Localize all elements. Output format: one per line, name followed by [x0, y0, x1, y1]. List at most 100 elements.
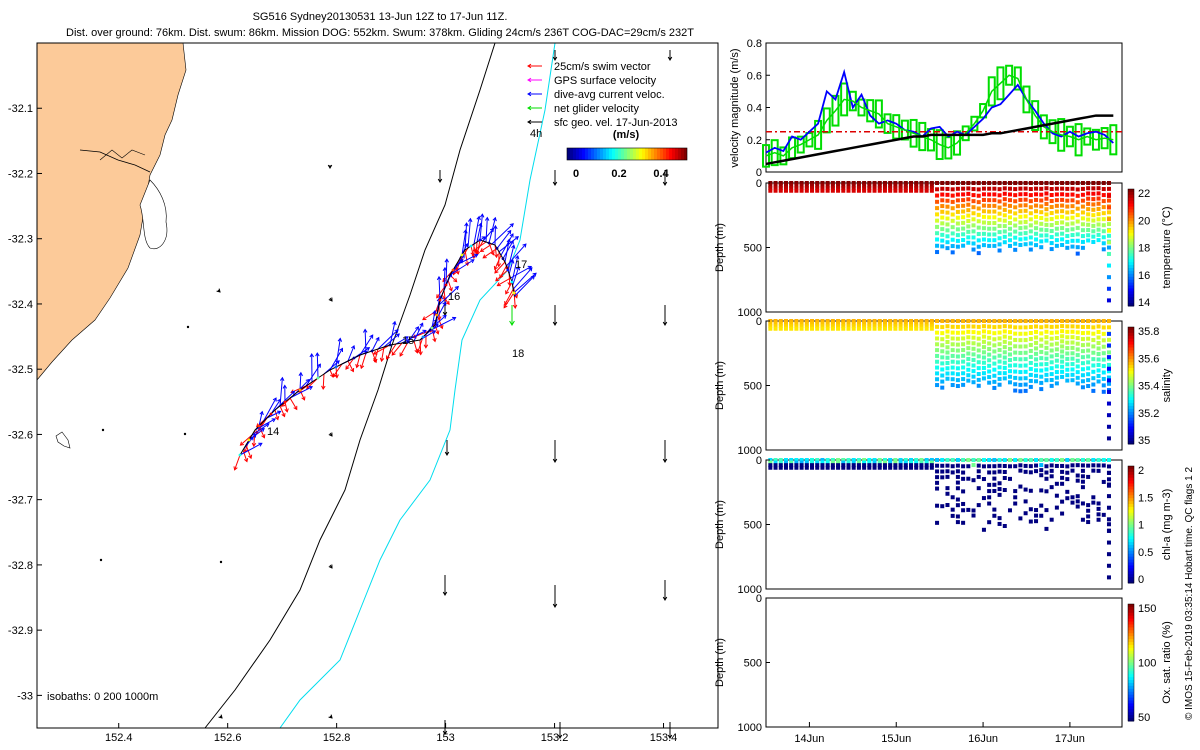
- tempPanel-sample: [783, 186, 788, 191]
- salPanel-sample: [955, 336, 960, 341]
- tempPanel-sample: [1065, 245, 1070, 250]
- salPanel-colorbar-frame: [1127, 326, 1135, 445]
- tempPanel-sample: [1013, 241, 1018, 246]
- salPanel-sample: [862, 319, 867, 323]
- tempPanel-sample: [1075, 206, 1080, 211]
- salPanel-sample: [778, 319, 783, 323]
- colorbar-cell-37: [678, 148, 681, 160]
- salPanel-sample: [1060, 364, 1065, 369]
- chlPanel-sample: [1075, 478, 1080, 483]
- map-x-tick-3: 153: [436, 732, 454, 744]
- tempPanel-colorbar-cell: [1128, 303, 1134, 307]
- chlPanel-sample: [935, 463, 940, 468]
- salPanel-colorbar-cell: [1128, 332, 1134, 337]
- chlPanel-sample: [1091, 495, 1096, 500]
- swim-vector-26-head: [359, 364, 365, 370]
- salPanel-colorbar-cell: [1128, 344, 1134, 348]
- velocity-series-1: [765, 74, 1114, 157]
- oxPanel-colorbar-cell: [1128, 712, 1134, 716]
- tempPanel-sample: [898, 188, 903, 193]
- tempPanel-sample: [966, 240, 971, 245]
- salPanel-sample: [815, 319, 820, 323]
- chlPanel-ylabel: Depth (m): [714, 500, 726, 549]
- salPanel-sample: [981, 371, 986, 376]
- salPanel-sample: [976, 372, 981, 377]
- net-velocity-bar-26: [987, 76, 996, 107]
- salPanel-sample: [1060, 359, 1065, 364]
- dac-vector-41-head: [442, 301, 447, 306]
- tempPanel-sample: [1054, 198, 1059, 203]
- tempPanel-sample: [929, 188, 934, 193]
- dac-vector-20: [329, 348, 343, 371]
- dac-vector-15: [299, 372, 302, 391]
- swim-vector-51-head: [442, 277, 447, 283]
- chlPanel-sample: [1060, 463, 1065, 468]
- tempPanel-sample: [1018, 203, 1023, 208]
- chlPanel-sample: [773, 458, 778, 462]
- geo-dot-2: [186, 325, 190, 329]
- dac-vector-69-head: [509, 240, 514, 245]
- salPanel-sample: [1054, 330, 1059, 335]
- salPanel-sample: [1075, 353, 1080, 358]
- salPanel-sample: [836, 324, 841, 329]
- tempPanel-sample: [1060, 181, 1065, 185]
- tempPanel-sample: [783, 181, 788, 185]
- salPanel-sample: [1013, 331, 1018, 336]
- track-speed-point-36: [421, 335, 425, 339]
- salPanel-sample: [1007, 358, 1012, 363]
- swim-vector-22: [332, 363, 343, 378]
- tempPanel-colorbar-cell: [1128, 203, 1134, 208]
- tempPanel-sample: [1080, 192, 1085, 197]
- chlPanel-c-tick-4: 2: [1138, 465, 1144, 477]
- chlPanel-sample: [1080, 458, 1085, 462]
- salPanel-sample: [1075, 370, 1080, 375]
- tempPanel-sample: [773, 186, 778, 191]
- tempPanel-sample: [1023, 225, 1028, 230]
- tempPanel-sample: [1049, 247, 1054, 252]
- salPanel-colorbar-cell: [1128, 388, 1134, 392]
- dac-vector-40-head: [442, 314, 447, 319]
- tempPanel-c-tick-0: 14: [1138, 297, 1150, 309]
- tempPanel-sample: [1101, 187, 1106, 192]
- salPanel-sample: [935, 336, 940, 341]
- swim-vector-28: [374, 348, 379, 362]
- dac-vector-52-head: [474, 253, 479, 258]
- swim-vector-15-head: [301, 396, 306, 401]
- salPanel-sample: [961, 382, 966, 387]
- swim-vector-23: [347, 360, 354, 372]
- chlPanel-sample: [768, 458, 773, 462]
- tempPanel-sample: [945, 228, 950, 233]
- tempPanel-sample: [846, 186, 851, 191]
- tempPanel-sample: [1054, 215, 1059, 220]
- chlPanel-colorbar-cell: [1128, 580, 1134, 584]
- tempPanel-sample: [1106, 186, 1111, 191]
- chlPanel-sample: [1018, 458, 1023, 462]
- chlPanel-sample: [940, 469, 945, 474]
- tempPanel-sample: [1075, 238, 1080, 243]
- chlPanel-sample: [768, 463, 773, 468]
- salPanel-sample: [898, 319, 903, 323]
- salPanel-sample: [862, 326, 867, 331]
- swim-vector-79: [513, 296, 516, 309]
- geostrophic-arrow-10-head: [552, 603, 558, 608]
- tempPanel-sample: [1091, 234, 1096, 239]
- tempPanel-sample: [1096, 206, 1101, 211]
- tempPanel-sample: [966, 197, 971, 202]
- chlPanel-sample: [1080, 485, 1085, 490]
- dac-vector-8: [266, 410, 281, 419]
- tempPanel-sample: [830, 181, 835, 185]
- salPanel-sample: [804, 321, 809, 326]
- chlPanel-sample: [992, 513, 997, 518]
- chlPanel-sample: [981, 458, 986, 462]
- salPanel-sample: [1080, 367, 1085, 372]
- swim-vector-4-head: [239, 441, 244, 446]
- salPanel-clabel: salinity: [1161, 368, 1173, 402]
- colorbar-cell-29: [654, 148, 657, 160]
- chlPanel-colorbar-cell: [1128, 556, 1134, 561]
- chlPanel-sample: [997, 521, 1002, 526]
- tempPanel-sample: [1049, 217, 1054, 222]
- salPanel-sample: [992, 331, 997, 336]
- tempPanel-colorbar-cell: [1128, 262, 1134, 266]
- salPanel-sample: [1106, 337, 1111, 342]
- chlPanel-sample: [1013, 501, 1018, 506]
